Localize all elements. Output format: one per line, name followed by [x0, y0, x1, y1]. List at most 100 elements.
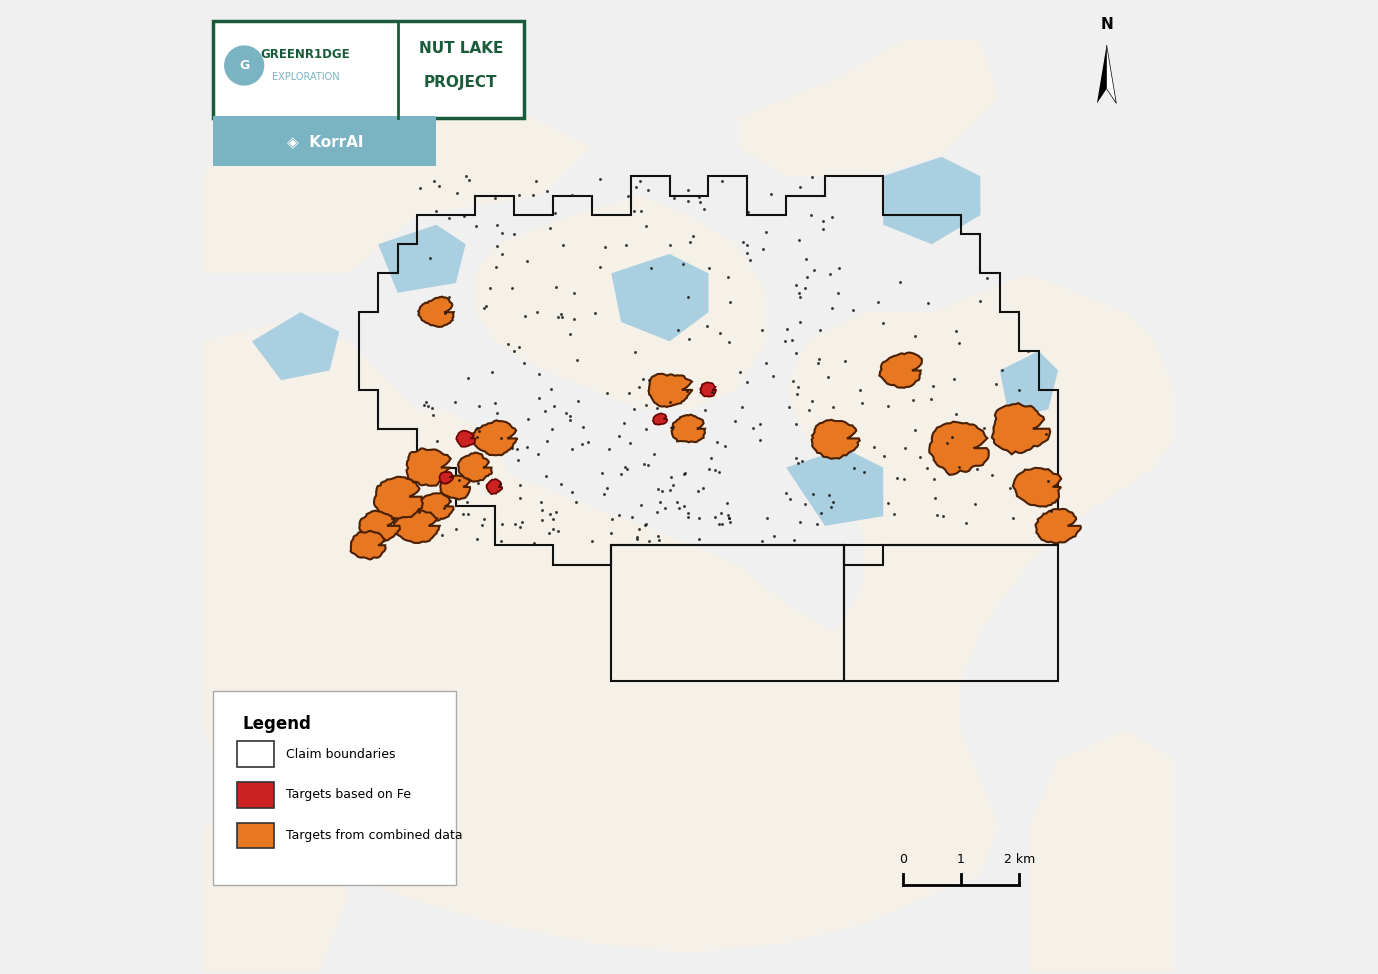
- Point: [426, 433, 448, 449]
- Point: [1017, 344, 1039, 359]
- Point: [970, 293, 992, 309]
- Point: [630, 204, 652, 219]
- Point: [504, 516, 526, 532]
- Circle shape: [225, 46, 263, 85]
- Point: [677, 505, 699, 520]
- Point: [1007, 382, 1029, 397]
- Polygon shape: [883, 157, 980, 244]
- Point: [798, 402, 820, 418]
- Point: [894, 440, 916, 456]
- Point: [1035, 426, 1057, 441]
- Point: [635, 516, 657, 532]
- FancyBboxPatch shape: [237, 741, 274, 767]
- Point: [492, 226, 514, 242]
- Point: [719, 294, 741, 310]
- Point: [708, 464, 730, 479]
- Polygon shape: [350, 531, 386, 559]
- Point: [922, 378, 944, 393]
- Point: [582, 534, 604, 549]
- Point: [597, 385, 619, 400]
- Point: [537, 526, 559, 542]
- Polygon shape: [486, 479, 502, 494]
- Point: [419, 250, 441, 266]
- Text: NUT LAKE: NUT LAKE: [419, 41, 503, 56]
- Text: GREENR1DGE: GREENR1DGE: [260, 49, 350, 61]
- Point: [787, 380, 809, 395]
- Point: [781, 332, 803, 348]
- Point: [637, 458, 659, 473]
- Point: [497, 336, 520, 352]
- Point: [491, 246, 513, 262]
- Point: [779, 399, 801, 415]
- Point: [616, 461, 638, 476]
- Polygon shape: [373, 477, 423, 518]
- Point: [699, 461, 721, 476]
- Point: [863, 438, 885, 454]
- Point: [511, 514, 533, 530]
- Point: [610, 466, 633, 481]
- Point: [677, 383, 699, 398]
- Point: [542, 511, 564, 527]
- Point: [704, 463, 726, 478]
- Point: [485, 239, 507, 254]
- Point: [572, 420, 594, 435]
- Point: [508, 519, 531, 535]
- Point: [801, 169, 823, 185]
- Point: [677, 508, 699, 524]
- Point: [660, 469, 682, 485]
- Point: [944, 322, 966, 338]
- Point: [801, 207, 823, 223]
- Point: [633, 371, 655, 387]
- Point: [878, 398, 900, 414]
- Point: [788, 233, 810, 248]
- Point: [446, 185, 469, 201]
- Point: [751, 322, 773, 338]
- Point: [639, 260, 661, 276]
- Point: [717, 270, 739, 285]
- Point: [433, 501, 455, 516]
- Point: [926, 507, 948, 523]
- Polygon shape: [812, 420, 860, 459]
- Point: [598, 441, 620, 457]
- Text: Claim boundaries: Claim boundaries: [287, 748, 395, 761]
- FancyBboxPatch shape: [237, 823, 274, 848]
- Point: [688, 483, 710, 499]
- Point: [638, 372, 660, 388]
- Point: [672, 467, 695, 482]
- Point: [852, 394, 874, 410]
- Point: [650, 483, 672, 499]
- Point: [796, 269, 819, 284]
- Point: [682, 228, 704, 244]
- FancyBboxPatch shape: [237, 782, 274, 807]
- Point: [536, 183, 558, 199]
- Polygon shape: [475, 196, 766, 409]
- Point: [883, 506, 905, 522]
- Point: [550, 476, 572, 492]
- Point: [584, 305, 606, 320]
- Point: [821, 208, 843, 224]
- Point: [528, 390, 550, 405]
- Point: [976, 271, 998, 286]
- Point: [785, 346, 808, 361]
- Point: [547, 310, 569, 325]
- Point: [649, 532, 671, 547]
- Point: [943, 371, 965, 387]
- Point: [802, 487, 824, 503]
- Point: [637, 182, 659, 198]
- Point: [787, 386, 809, 401]
- Point: [819, 266, 841, 281]
- Point: [568, 393, 590, 409]
- Point: [781, 373, 803, 389]
- Point: [965, 496, 987, 511]
- FancyBboxPatch shape: [214, 116, 437, 167]
- Point: [420, 400, 442, 416]
- Point: [542, 521, 564, 537]
- Polygon shape: [1035, 509, 1080, 543]
- Point: [696, 318, 718, 334]
- Point: [422, 407, 444, 423]
- Point: [732, 399, 754, 415]
- Point: [810, 505, 832, 520]
- Point: [503, 227, 525, 243]
- Point: [456, 494, 478, 509]
- Polygon shape: [457, 453, 492, 481]
